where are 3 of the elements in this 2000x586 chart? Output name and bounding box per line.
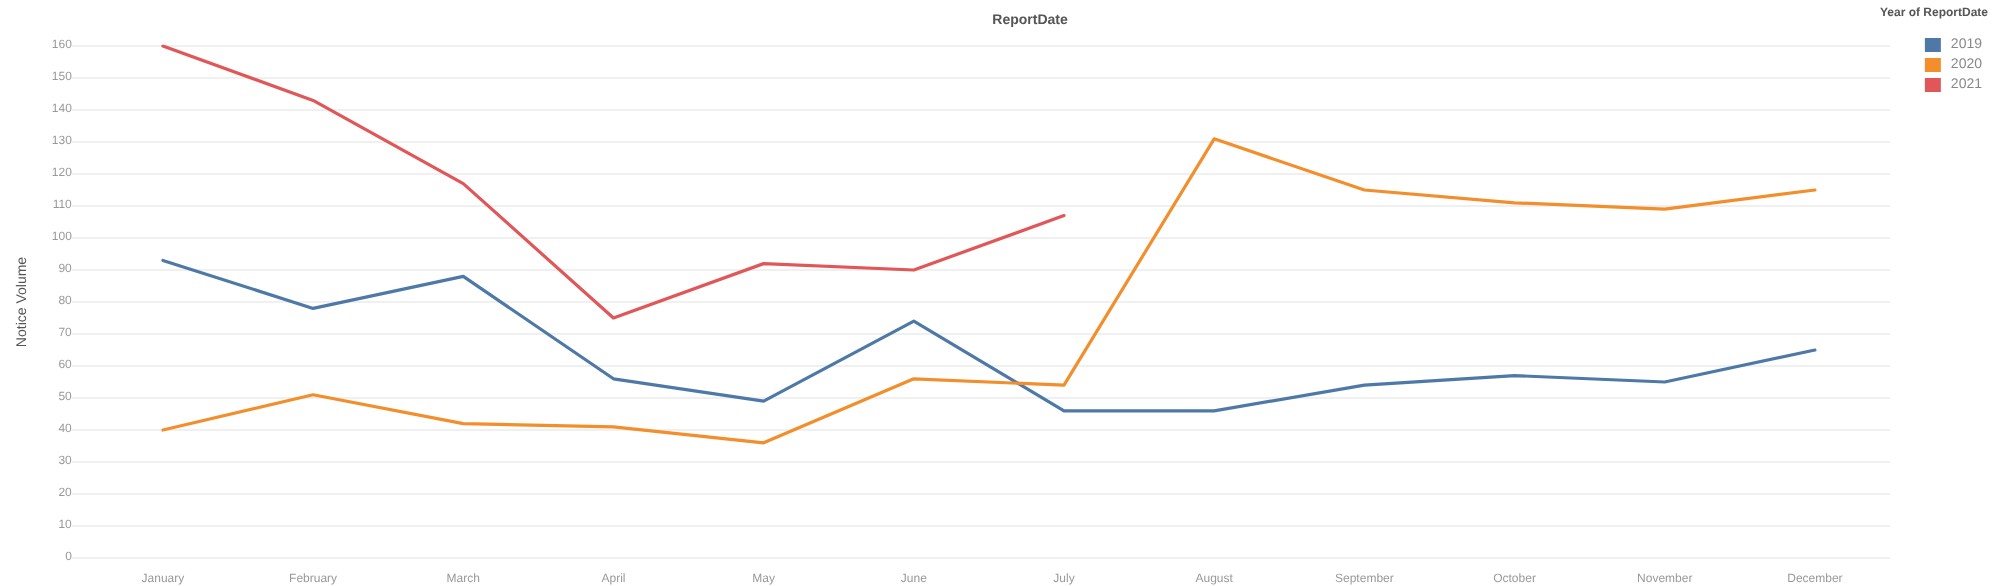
line-series (161, 137, 1817, 445)
line-series (161, 44, 1066, 320)
line-series (161, 258, 1817, 413)
